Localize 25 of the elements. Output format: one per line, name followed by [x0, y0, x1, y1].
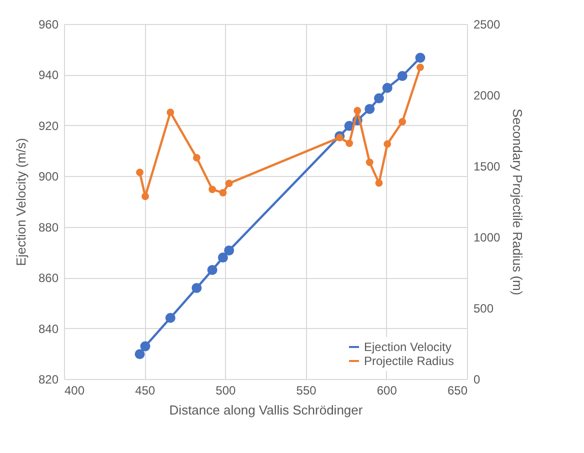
x-axis-title: Distance along Vallis Schrödinger	[169, 402, 364, 418]
y-tick-label: 900	[38, 170, 59, 184]
x-tick-label: 550	[296, 384, 317, 398]
y-tick-label: 940	[38, 68, 59, 82]
y-tick-label: 860	[38, 271, 59, 286]
y2-tick-label: 500	[474, 302, 494, 316]
x-tick-label: 450	[135, 384, 156, 398]
y-tick-label: 920	[38, 118, 59, 133]
y-tick-label: 840	[38, 322, 59, 336]
legend-label: Projectile Radius	[364, 354, 454, 368]
y-axis-title: Ejection Velocity (m/s)	[13, 138, 28, 266]
x-tick-label: 400	[64, 384, 85, 398]
y-tick-label: 820	[38, 372, 59, 386]
y2-tick-label: 0	[474, 372, 480, 386]
y-tick-label: 960	[38, 18, 59, 32]
y2-tick-label: 2000	[474, 88, 501, 102]
legend-label: Ejection Velocity	[364, 340, 452, 354]
x-tick-label: 600	[376, 384, 398, 398]
y2-axis-title: Secondary Projectile Radius (m)	[510, 108, 526, 296]
y-tick-label: 880	[38, 220, 59, 234]
y2-tick-label: 1000	[474, 230, 501, 244]
y2-tick-label: 2500	[474, 18, 501, 32]
x-tick-label: 500	[216, 384, 236, 398]
y2-tick-label: 1500	[474, 160, 501, 174]
x-tick-label: 650	[447, 384, 468, 398]
